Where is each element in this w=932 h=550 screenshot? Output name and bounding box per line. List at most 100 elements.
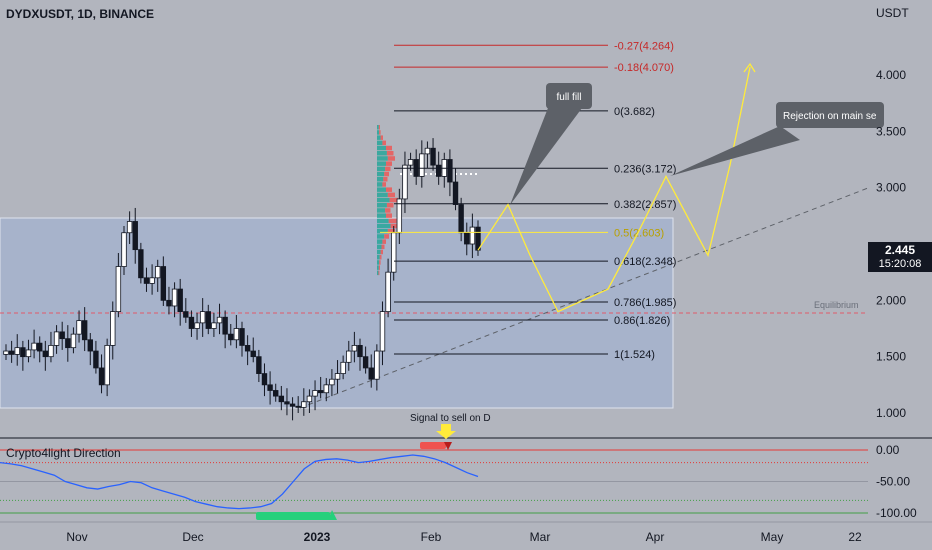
x-axis-tick: 22 [848, 530, 862, 544]
callout-pointer [510, 108, 582, 205]
candle-bear [138, 249, 144, 279]
candle-bear [239, 328, 245, 346]
candle-bear [250, 350, 256, 358]
candle-bear [205, 311, 211, 329]
buy-zone-marker [256, 512, 330, 520]
x-axis-tick: Mar [530, 530, 551, 544]
candle-bear [278, 395, 285, 403]
candle-bull [340, 361, 346, 374]
volume-profile-bar [386, 161, 392, 166]
candle-bull [385, 271, 391, 313]
fib-level-label: 0.618(2.348) [614, 256, 676, 268]
volume-profile-bar [377, 203, 387, 208]
currency-label: USDT [876, 6, 909, 20]
candle-bull [329, 378, 335, 386]
candle-bull [312, 390, 318, 397]
candle-bear [59, 331, 65, 340]
bar-countdown: 15:20:08 [878, 258, 922, 270]
candle-bear [222, 316, 228, 335]
fib-level-label: -0.18(4.070) [614, 62, 674, 74]
fib-level-label: 1(1.524) [614, 349, 655, 361]
x-axis-tick: Dec [182, 530, 203, 544]
volume-profile-bar [386, 203, 394, 208]
volume-profile-bar [377, 125, 379, 130]
candle-bull [199, 311, 206, 324]
volume-profile-bar [386, 151, 394, 156]
fib-level-label: 0(3.682) [614, 106, 655, 118]
symbol-title: DYDXUSDT, 1D, BINANCE [6, 7, 155, 21]
last-price: 2.445 [884, 243, 916, 257]
y-axis-tick: 4.000 [876, 68, 906, 82]
candle-bull [155, 266, 161, 279]
sell-zone-marker [420, 442, 446, 449]
fib-level-label: -0.27(4.264) [614, 40, 674, 52]
candle-bear [295, 405, 301, 408]
candle-bull [334, 373, 341, 380]
candle-bear [267, 384, 273, 391]
candle-bear [37, 342, 43, 352]
candle-bear [93, 350, 99, 369]
volume-profile-bar [385, 208, 391, 213]
candle-bear [256, 356, 262, 374]
fib-level-label: 0.382(2.857) [614, 199, 676, 211]
volume-profile-bar [389, 197, 398, 203]
volume-profile-bar [387, 229, 395, 234]
candle-bull [306, 395, 313, 403]
candle-bull [233, 328, 240, 341]
osc-axis-tick: 0.00 [876, 443, 900, 457]
candle-bull [53, 331, 60, 346]
volume-profile-bar [379, 260, 381, 265]
candle-bear [284, 401, 290, 405]
volume-profile-bar [380, 135, 383, 140]
candle-bear [166, 299, 172, 307]
candle-bull [121, 232, 127, 267]
volume-profile-bar [377, 171, 385, 177]
volume-profile-bar [377, 135, 381, 140]
candle-bull [25, 349, 32, 358]
candle-bear [435, 164, 442, 177]
candle-bull [391, 232, 397, 273]
candle-bear [368, 367, 374, 380]
x-axis-tick: Feb [421, 530, 442, 544]
volume-profile-bar [387, 192, 395, 198]
volume-profile-bar [377, 161, 386, 166]
candle-bear [475, 226, 481, 251]
callout-full-fill-text: full fill [556, 92, 581, 103]
volume-profile-bar [377, 260, 380, 265]
volume-profile-bar [377, 223, 391, 229]
candle-bull [216, 316, 223, 324]
volume-profile-bar [377, 229, 388, 234]
candle-bear [452, 181, 459, 205]
volume-profile-bar [382, 239, 386, 244]
volume-profile-bar [377, 218, 389, 224]
fib-level-label: 0.5(2.603) [614, 227, 664, 239]
callout-rejection [776, 102, 884, 128]
volume-profile-bar [377, 239, 383, 244]
fib-level-label: 0.86(1.826) [614, 315, 670, 327]
candle-bull [301, 401, 307, 408]
equilibrium-label: Equilibrium [814, 300, 859, 310]
x-axis-tick: May [761, 530, 784, 544]
osc-axis-tick: -50.00 [876, 475, 910, 489]
trendline-support [299, 187, 869, 409]
volume-profile-bar [386, 213, 392, 218]
volume-profile-bar [377, 192, 388, 198]
candle-bear [98, 367, 105, 386]
volume-profile-bar [377, 197, 390, 203]
volume-profile-bar [378, 270, 380, 276]
y-axis-tick: 3.000 [876, 181, 906, 195]
volume-profile-bar [386, 187, 392, 192]
candle-bull [402, 164, 408, 200]
candle-bull [211, 322, 217, 329]
signal-arrow-icon [436, 424, 456, 439]
candle-bull [70, 333, 77, 349]
volume-profile-bar [377, 177, 384, 182]
indicator-title: Crypto4light Direction [6, 446, 121, 460]
candle-bull [48, 345, 54, 358]
candle-bear [188, 316, 195, 329]
oscillator-line [0, 454, 479, 510]
candle-bear [261, 373, 268, 386]
volume-profile-bar [377, 255, 380, 260]
